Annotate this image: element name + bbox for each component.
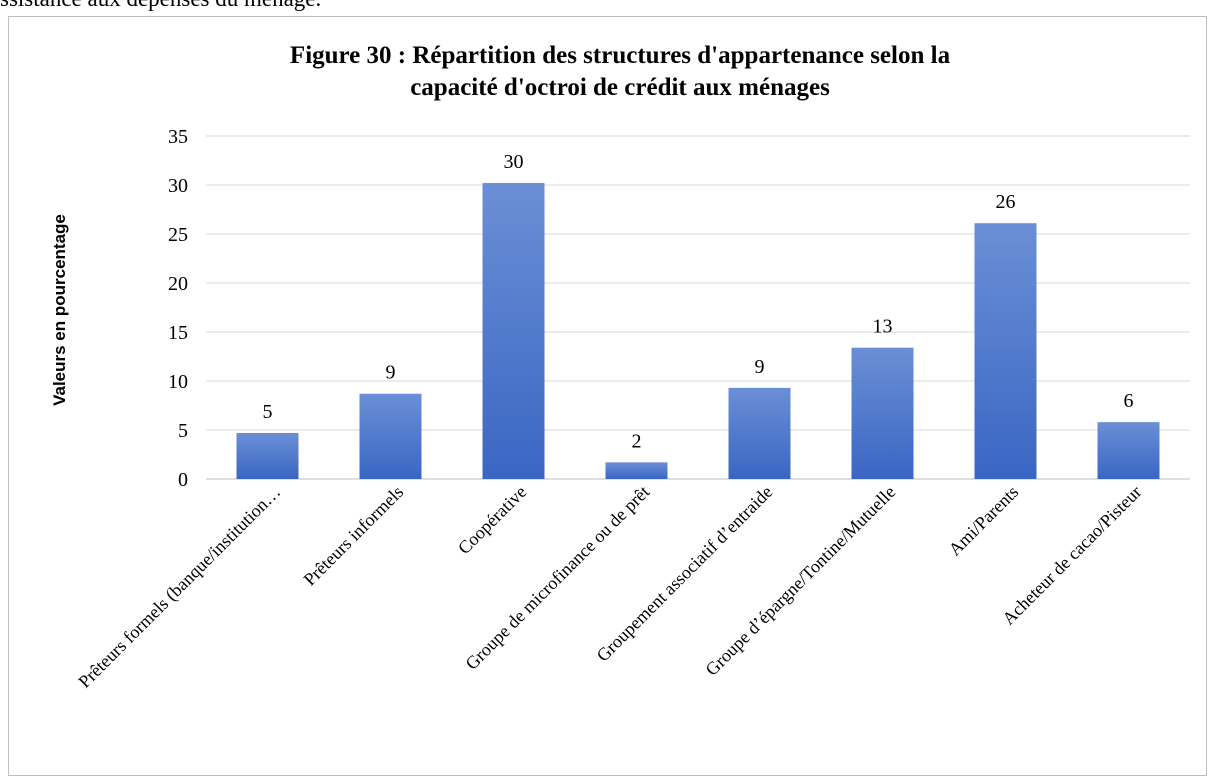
preceding-document-text: ssistance aux dépenses du ménage. (0, 0, 321, 12)
category-label: Coopérative (454, 482, 530, 558)
y-tick-labels: 0 5 10 15 20 25 30 35 (168, 126, 188, 491)
data-label: 5 (263, 401, 273, 423)
y-tick-label: 0 (178, 469, 188, 491)
y-tick-label: 5 (178, 420, 188, 442)
bar (728, 387, 791, 479)
y-tick-label: 30 (168, 175, 188, 197)
data-label: 9 (386, 362, 396, 384)
bar (236, 432, 299, 479)
bar (359, 393, 422, 479)
category-labels: Prêteurs formels (banque/institution… Prê… (74, 482, 1145, 693)
bar (1097, 422, 1160, 479)
bar (482, 183, 545, 480)
bar (974, 223, 1037, 479)
chart-title-line-2: capacité d'octroi de crédit aux ménages (410, 74, 830, 101)
data-label: 30 (504, 151, 524, 173)
gridlines (206, 135, 1190, 480)
data-label: 6 (1124, 390, 1134, 412)
y-tick-label: 25 (168, 224, 188, 246)
data-label: 13 (873, 316, 893, 338)
bar (851, 347, 914, 479)
category-label: Acheteur de cacao/Pisteur (998, 482, 1145, 629)
data-labels: 5 9 30 2 9 13 26 6 (263, 151, 1134, 452)
y-tick-label: 35 (168, 126, 188, 148)
data-label: 2 (632, 430, 642, 452)
category-label: Prêteurs informels (300, 482, 408, 590)
data-label: 26 (996, 191, 1016, 213)
chart-title-line-1: Figure 30 : Répartition des structures d… (289, 42, 951, 69)
category-label: Prêteurs formels (banque/institution… (74, 482, 285, 693)
bar (605, 462, 668, 479)
data-label: 9 (755, 356, 765, 378)
chart-title: Figure 30 : Répartition des structures d… (120, 40, 1120, 104)
y-tick-label: 10 (168, 371, 188, 393)
y-tick-label: 15 (168, 322, 188, 344)
y-tick-label: 20 (168, 273, 188, 295)
category-label: Ami/Parents (945, 482, 1023, 560)
bars (236, 183, 1160, 480)
